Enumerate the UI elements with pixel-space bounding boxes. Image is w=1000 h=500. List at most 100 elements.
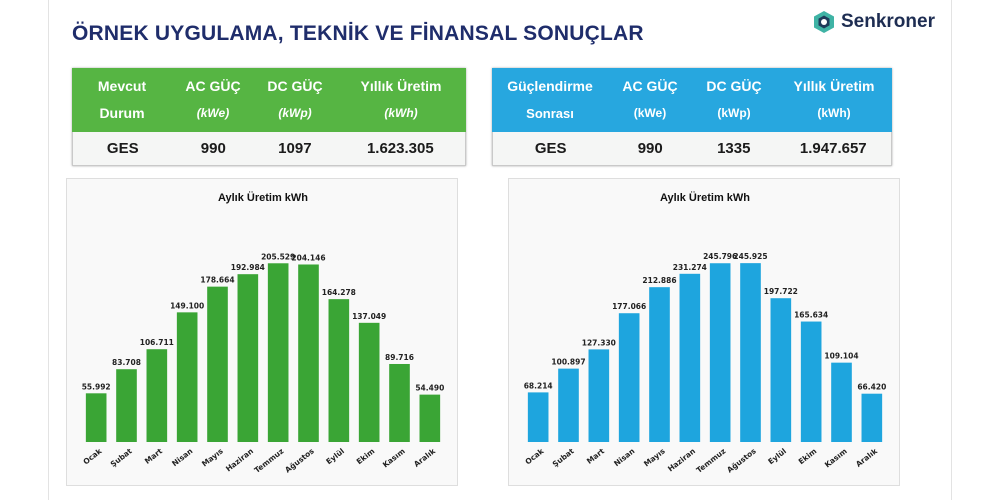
chart-title: Aylık Üretim kWh: [218, 191, 308, 204]
tick-label: Ekim: [797, 446, 819, 466]
header-unit: (kWp): [717, 106, 751, 120]
bar: [176, 312, 198, 442]
table-cell: 1335: [717, 140, 751, 157]
tick-label: Aralık: [412, 446, 438, 469]
tick-label: Mart: [585, 446, 606, 466]
bar: [207, 286, 228, 442]
bar: [527, 392, 549, 442]
tick-label: Nisan: [612, 446, 636, 468]
current-state-table: Mevcut Durum AC GÜÇ (kWe) DC GÜÇ (kWp) Y…: [72, 68, 466, 166]
table-row: GES 990 1097 1.623.305: [72, 132, 466, 166]
tick-label: Haziran: [666, 446, 697, 473]
left-divider: [48, 0, 49, 500]
data-label: 109.104: [824, 352, 858, 361]
data-label: 192.984: [231, 263, 265, 272]
bar: [679, 273, 701, 442]
bar: [831, 362, 852, 442]
bar: [649, 287, 670, 442]
tick-label: Ocak: [523, 446, 546, 467]
bar: [588, 349, 610, 442]
table-cell: 990: [637, 140, 663, 157]
tick-label: Kasım: [823, 446, 849, 469]
bar: [861, 393, 883, 442]
data-label: 164.278: [322, 288, 356, 297]
page-title: ÖRNEK UYGULAMA, TEKNİK VE FİNANSAL SONUÇ…: [72, 22, 644, 45]
data-label: 212.886: [642, 276, 676, 285]
chart-svg: Aylık Üretim kWh 55.992 Ocak 83.708 Şubat 106…: [81, 191, 444, 475]
data-label: 127.330: [582, 338, 616, 347]
tick-label: Ağustos: [283, 446, 316, 474]
header-cell: Mevcut Durum: [72, 68, 172, 132]
bar: [709, 263, 731, 442]
table-cell: 1.947.657: [799, 140, 867, 157]
logo-text: Senkroner: [841, 11, 935, 32]
tick-label: Ağustos: [725, 446, 758, 474]
header-cell: AC GÜÇ (kWe): [608, 68, 692, 132]
data-label: 178.664: [200, 276, 234, 285]
bar: [328, 299, 350, 442]
data-label: 83.708: [112, 358, 141, 367]
chart-svg: Aylık Üretim kWh 68.214 Ocak 100.897 Şubat 12…: [523, 191, 886, 475]
tick-label: Eylül: [766, 446, 788, 466]
table-row: GES 990 1335 1.947.657: [492, 132, 892, 166]
data-label: 68.214: [524, 381, 553, 390]
header-line1: Yıllık Üretim: [793, 78, 875, 94]
header-line2: Sonrası: [526, 106, 574, 121]
header-line1: AC GÜÇ: [622, 78, 678, 94]
table-cell: 990: [200, 140, 226, 157]
tick-label: Haziran: [224, 446, 255, 473]
header-cell: AC GÜÇ (kWe): [172, 68, 254, 132]
tick-label: Şubat: [551, 446, 576, 469]
header-line1: DC GÜÇ: [267, 78, 323, 94]
data-label: 177.066: [612, 302, 646, 311]
senkroner-logo-icon: [814, 11, 834, 33]
bar: [85, 393, 107, 442]
table-cell: 1097: [278, 140, 312, 157]
table-cell: GES: [534, 140, 567, 157]
header-cell: DC GÜÇ (kWp): [692, 68, 776, 132]
tick-label: Şubat: [109, 446, 134, 469]
data-label: 100.897: [551, 358, 585, 367]
tick-label: Nisan: [170, 446, 194, 468]
data-label: 149.100: [170, 301, 204, 310]
tick-label: Mart: [143, 446, 164, 466]
header-line2: Durum: [99, 105, 145, 121]
data-label: 204.146: [291, 253, 325, 262]
header-unit: (kWh): [817, 106, 851, 120]
table-cell: 1.623.305: [366, 140, 434, 157]
data-label: 197.722: [764, 287, 798, 296]
table-header-row: Güçlendirme Sonrası AC GÜÇ (kWe) DC GÜÇ …: [492, 68, 892, 132]
header-unit: (kWh): [384, 106, 418, 120]
header-cell: Yıllık Üretim (kWh): [776, 68, 892, 132]
data-label: 245.796: [703, 252, 737, 261]
table-cell: GES: [106, 140, 139, 157]
bar: [237, 274, 259, 442]
data-label: 55.992: [82, 382, 111, 391]
table-header-row: Mevcut Durum AC GÜÇ (kWe) DC GÜÇ (kWp) Y…: [72, 68, 466, 132]
data-label: 137.049: [352, 312, 386, 321]
header-cell: Yıllık Üretim (kWh): [336, 68, 466, 132]
data-label: 54.490: [415, 384, 444, 393]
bar: [389, 363, 410, 442]
data-label: 66.420: [857, 383, 886, 392]
bar: [146, 349, 168, 442]
tick-label: Mayıs: [642, 446, 667, 468]
bar: [116, 369, 137, 442]
bar: [558, 368, 579, 442]
header-line1: Yıllık Üretim: [360, 78, 442, 94]
monthly-production-chart-current: Aylık Üretim kWh 55.992 Ocak 83.708 Şubat 106…: [66, 178, 458, 486]
data-label: 245.925: [733, 252, 767, 261]
chart-title: Aylık Üretim kWh: [660, 191, 750, 204]
bar: [298, 264, 319, 442]
after-upgrade-table: Güçlendirme Sonrası AC GÜÇ (kWe) DC GÜÇ …: [492, 68, 892, 166]
bar: [740, 263, 761, 442]
tick-label: Mayıs: [200, 446, 225, 468]
header-line1: Mevcut: [97, 78, 147, 94]
brand-logo: Senkroner: [812, 10, 935, 34]
header-line1: Güçlendirme: [507, 78, 593, 94]
data-label: 231.274: [673, 263, 707, 272]
data-label: 106.711: [140, 338, 174, 347]
bar: [770, 298, 792, 442]
tick-label: Temmuz: [695, 446, 728, 474]
bar: [358, 322, 380, 442]
